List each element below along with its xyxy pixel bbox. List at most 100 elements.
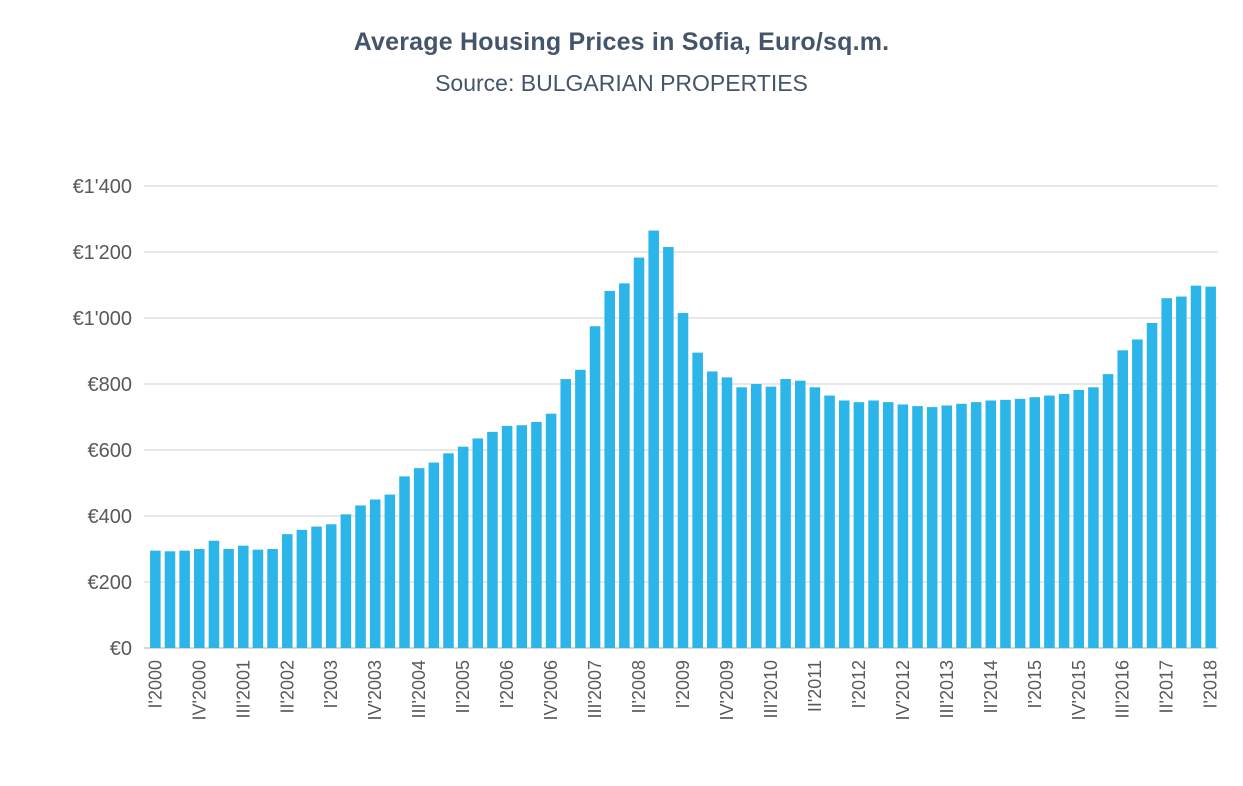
y-tick-label: €800 [88, 374, 133, 396]
bar-II'2016 [1102, 374, 1114, 648]
bar-I'2018 [1205, 286, 1216, 648]
bar-IV'2001 [252, 549, 264, 648]
bar-IV'2017 [1190, 285, 1202, 648]
bar-II'2000 [164, 551, 176, 648]
x-tick-label: I'2000 [145, 660, 165, 708]
bar-I'2011 [794, 380, 806, 648]
x-tick-label: I'2012 [849, 660, 869, 708]
x-tick-label: III'2004 [409, 660, 429, 718]
bar-IV'2000 [194, 549, 205, 648]
bar-II'2013 [926, 407, 938, 648]
bar-I'2014 [970, 402, 982, 648]
bar-II'2009 [692, 352, 703, 648]
bar-IV'2008 [663, 247, 674, 649]
x-tick-label: II'2011 [805, 660, 825, 712]
x-tick-label: IV'2000 [189, 660, 209, 721]
bar-II'2010 [751, 384, 762, 648]
bar-IV'2010 [780, 379, 791, 648]
bar-III'2005 [472, 438, 484, 648]
x-tick-label: III'2001 [233, 660, 253, 718]
bar-IV'2005 [487, 431, 498, 648]
bar-III'2003 [355, 505, 366, 648]
bar-III'2001 [238, 545, 249, 648]
bar-III'2008 [648, 230, 659, 649]
bar-III'2007 [589, 326, 601, 648]
y-tick-label: €0 [110, 638, 132, 660]
bar-I'2002 [267, 549, 278, 648]
bar-I'2012 [853, 402, 865, 648]
bar-I'2017 [1146, 322, 1158, 648]
bar-I'2006 [501, 425, 513, 648]
bar-IV'2013 [956, 403, 967, 648]
bar-IV'2014 [1014, 398, 1026, 648]
bar-III'2013 [941, 405, 953, 648]
x-tick-label: III'2013 [937, 660, 957, 718]
x-tick-label: I'2003 [321, 660, 341, 708]
bar-I'2001 [208, 540, 220, 648]
bar-III'2016 [1117, 350, 1128, 648]
bar-II'2007 [575, 369, 586, 648]
bar-I'2005 [443, 453, 454, 648]
x-tick-label: I'2015 [1025, 660, 1045, 708]
bar-IV'2012 [897, 404, 909, 648]
bar-I'2004 [384, 494, 396, 648]
bar-II'2014 [985, 400, 997, 648]
bar-III'2000 [179, 550, 190, 648]
bar-I'2016 [1088, 387, 1099, 648]
bar-II'2015 [1044, 395, 1055, 648]
bar-III'2017 [1176, 296, 1187, 648]
x-tick-label: II'2008 [629, 660, 649, 713]
bar-II'2017 [1161, 298, 1172, 648]
bar-II'2002 [281, 534, 293, 648]
bar-IV'2003 [369, 499, 381, 648]
bar-III'2006 [531, 421, 542, 648]
x-tick-label: II'2002 [277, 660, 297, 713]
bar-IV'2011 [838, 400, 850, 648]
y-tick-label: €400 [88, 506, 133, 528]
bar-II'2012 [868, 400, 879, 648]
bar-I'2000 [150, 550, 161, 648]
bar-III'2002 [296, 529, 308, 648]
chart-subtitle: Source: BULGARIAN PROPERTIES [435, 70, 808, 96]
x-tick-label: II'2005 [453, 660, 473, 713]
x-tick-label: III'2007 [585, 660, 605, 718]
bar-III'2004 [413, 468, 425, 648]
x-tick-label: III'2016 [1113, 660, 1133, 718]
bar-II'2001 [223, 549, 234, 648]
bar-III'2012 [882, 402, 894, 648]
x-tick-label: I'2009 [673, 660, 693, 708]
bar-IV'2016 [1132, 339, 1143, 648]
bar-I'2009 [677, 313, 689, 648]
y-tick-label: €1'200 [73, 242, 132, 264]
bar-IV'2004 [428, 462, 440, 648]
bar-IV'2002 [311, 526, 322, 648]
bar-II'2006 [516, 425, 528, 648]
bar-III'2010 [765, 386, 777, 648]
bar-III'2009 [707, 371, 718, 648]
y-tick-label: €600 [88, 440, 133, 462]
x-tick-label: IV'2012 [893, 660, 913, 721]
x-tick-label: IV'2003 [365, 660, 385, 721]
bar-II'2003 [340, 514, 352, 648]
bar-IV'2009 [721, 377, 733, 648]
bar-IV'2015 [1073, 389, 1085, 648]
x-tick-label: I'2018 [1201, 660, 1221, 708]
bar-I'2010 [736, 387, 747, 648]
x-tick-label: II'2017 [1157, 660, 1177, 713]
x-tick-label: IV'2006 [541, 660, 561, 721]
bar-II'2004 [399, 476, 410, 648]
bar-IV'2007 [604, 290, 615, 648]
bar-III'2014 [1000, 399, 1011, 648]
bar-I'2013 [912, 406, 923, 648]
chart-title: Average Housing Prices in Sofia, Euro/sq… [353, 28, 890, 56]
x-tick-label: IV'2009 [717, 660, 737, 721]
bar-I'2015 [1029, 397, 1041, 648]
bar-I'2007 [560, 379, 572, 648]
y-tick-label: €200 [88, 572, 133, 594]
bar-IV'2006 [545, 413, 557, 648]
bar-III'2015 [1058, 393, 1070, 648]
bar-I'2008 [619, 283, 630, 648]
bar-II'2008 [633, 257, 645, 648]
